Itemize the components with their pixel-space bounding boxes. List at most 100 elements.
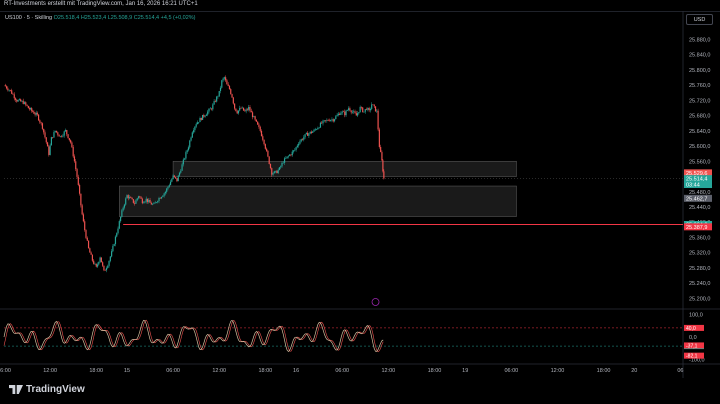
candle[interactable] bbox=[353, 111, 355, 112]
candle[interactable] bbox=[22, 100, 24, 104]
candle[interactable] bbox=[168, 185, 170, 187]
candle[interactable] bbox=[360, 106, 363, 108]
candle[interactable] bbox=[23, 102, 26, 104]
candle[interactable] bbox=[228, 85, 231, 90]
candle[interactable] bbox=[164, 191, 167, 194]
candle[interactable] bbox=[341, 111, 343, 113]
candle[interactable] bbox=[103, 265, 105, 271]
candle[interactable] bbox=[95, 263, 97, 267]
candle[interactable] bbox=[241, 107, 243, 109]
candle[interactable] bbox=[216, 96, 218, 102]
candle[interactable] bbox=[319, 122, 322, 128]
candle[interactable] bbox=[153, 203, 155, 204]
candle[interactable] bbox=[34, 113, 36, 115]
candle[interactable] bbox=[223, 77, 225, 79]
candle[interactable] bbox=[40, 122, 42, 124]
candle[interactable] bbox=[26, 104, 28, 106]
candle[interactable] bbox=[76, 169, 78, 177]
candle[interactable] bbox=[35, 112, 37, 115]
candle[interactable] bbox=[78, 184, 81, 194]
candle[interactable] bbox=[336, 115, 338, 117]
candle[interactable] bbox=[351, 111, 354, 113]
candle[interactable] bbox=[157, 201, 159, 203]
candle[interactable] bbox=[199, 117, 201, 123]
candle[interactable] bbox=[222, 78, 224, 81]
candle[interactable] bbox=[221, 80, 223, 88]
candle[interactable] bbox=[213, 101, 215, 105]
candle[interactable] bbox=[291, 151, 293, 156]
candle[interactable] bbox=[369, 108, 372, 111]
candle[interactable] bbox=[268, 156, 270, 164]
candle[interactable] bbox=[337, 113, 339, 116]
candle[interactable] bbox=[80, 193, 82, 206]
currency-button[interactable]: USD bbox=[686, 14, 713, 25]
candle[interactable] bbox=[262, 136, 264, 140]
candle[interactable] bbox=[171, 179, 173, 182]
candle[interactable] bbox=[143, 202, 145, 204]
candle[interactable] bbox=[374, 106, 377, 112]
candle[interactable] bbox=[217, 96, 219, 97]
candle[interactable] bbox=[121, 210, 123, 217]
candle[interactable] bbox=[96, 264, 99, 267]
candle[interactable] bbox=[99, 257, 101, 262]
candle[interactable] bbox=[236, 111, 238, 114]
candle[interactable] bbox=[136, 198, 138, 201]
candle[interactable] bbox=[308, 133, 310, 136]
candle[interactable] bbox=[305, 132, 307, 135]
candle[interactable] bbox=[167, 186, 169, 189]
candle[interactable] bbox=[37, 114, 40, 121]
candle[interactable] bbox=[193, 130, 195, 133]
candle[interactable] bbox=[333, 119, 336, 122]
candle[interactable] bbox=[248, 107, 250, 110]
candle[interactable] bbox=[91, 254, 93, 261]
candle[interactable] bbox=[113, 244, 115, 246]
candle[interactable] bbox=[31, 108, 33, 111]
candle[interactable] bbox=[54, 130, 56, 133]
candle[interactable] bbox=[158, 197, 160, 202]
candle[interactable] bbox=[5, 86, 8, 89]
candle[interactable] bbox=[173, 175, 175, 177]
candle[interactable] bbox=[180, 170, 182, 173]
candle[interactable] bbox=[281, 162, 283, 167]
candle[interactable] bbox=[46, 142, 49, 147]
candle[interactable] bbox=[354, 111, 356, 114]
candle[interactable] bbox=[190, 137, 192, 141]
candle[interactable] bbox=[150, 202, 152, 205]
candle[interactable] bbox=[39, 120, 41, 123]
candle[interactable] bbox=[98, 261, 100, 265]
candle[interactable] bbox=[122, 207, 124, 211]
candle[interactable] bbox=[292, 150, 295, 152]
candle[interactable] bbox=[114, 236, 117, 245]
candle[interactable] bbox=[17, 100, 19, 102]
candle[interactable] bbox=[350, 110, 352, 113]
candle[interactable] bbox=[130, 197, 132, 198]
candle[interactable] bbox=[332, 119, 334, 122]
candle[interactable] bbox=[160, 196, 163, 199]
candle[interactable] bbox=[201, 114, 204, 120]
candle[interactable] bbox=[93, 260, 95, 264]
candle[interactable] bbox=[77, 176, 79, 185]
candle[interactable] bbox=[64, 129, 67, 132]
candle[interactable] bbox=[346, 110, 348, 111]
candle[interactable] bbox=[278, 167, 281, 170]
candle[interactable] bbox=[324, 120, 327, 121]
candle[interactable] bbox=[367, 108, 369, 110]
candle[interactable] bbox=[339, 113, 341, 115]
candle[interactable] bbox=[327, 119, 329, 121]
candle[interactable] bbox=[131, 197, 133, 200]
candle[interactable] bbox=[200, 117, 202, 120]
candle[interactable] bbox=[382, 160, 384, 172]
candle[interactable] bbox=[195, 124, 197, 127]
candle[interactable] bbox=[137, 196, 140, 199]
candle[interactable] bbox=[7, 88, 9, 91]
candle[interactable] bbox=[172, 175, 174, 180]
candle[interactable] bbox=[340, 112, 342, 115]
candle[interactable] bbox=[29, 108, 32, 110]
candle[interactable] bbox=[271, 168, 273, 175]
candle[interactable] bbox=[376, 110, 378, 112]
symbol-label[interactable]: US100 · 5 · Skilling bbox=[5, 15, 53, 21]
supply-demand-zone[interactable] bbox=[119, 185, 517, 217]
candle[interactable] bbox=[176, 178, 178, 182]
candle[interactable] bbox=[57, 132, 59, 135]
candle[interactable] bbox=[102, 262, 104, 266]
